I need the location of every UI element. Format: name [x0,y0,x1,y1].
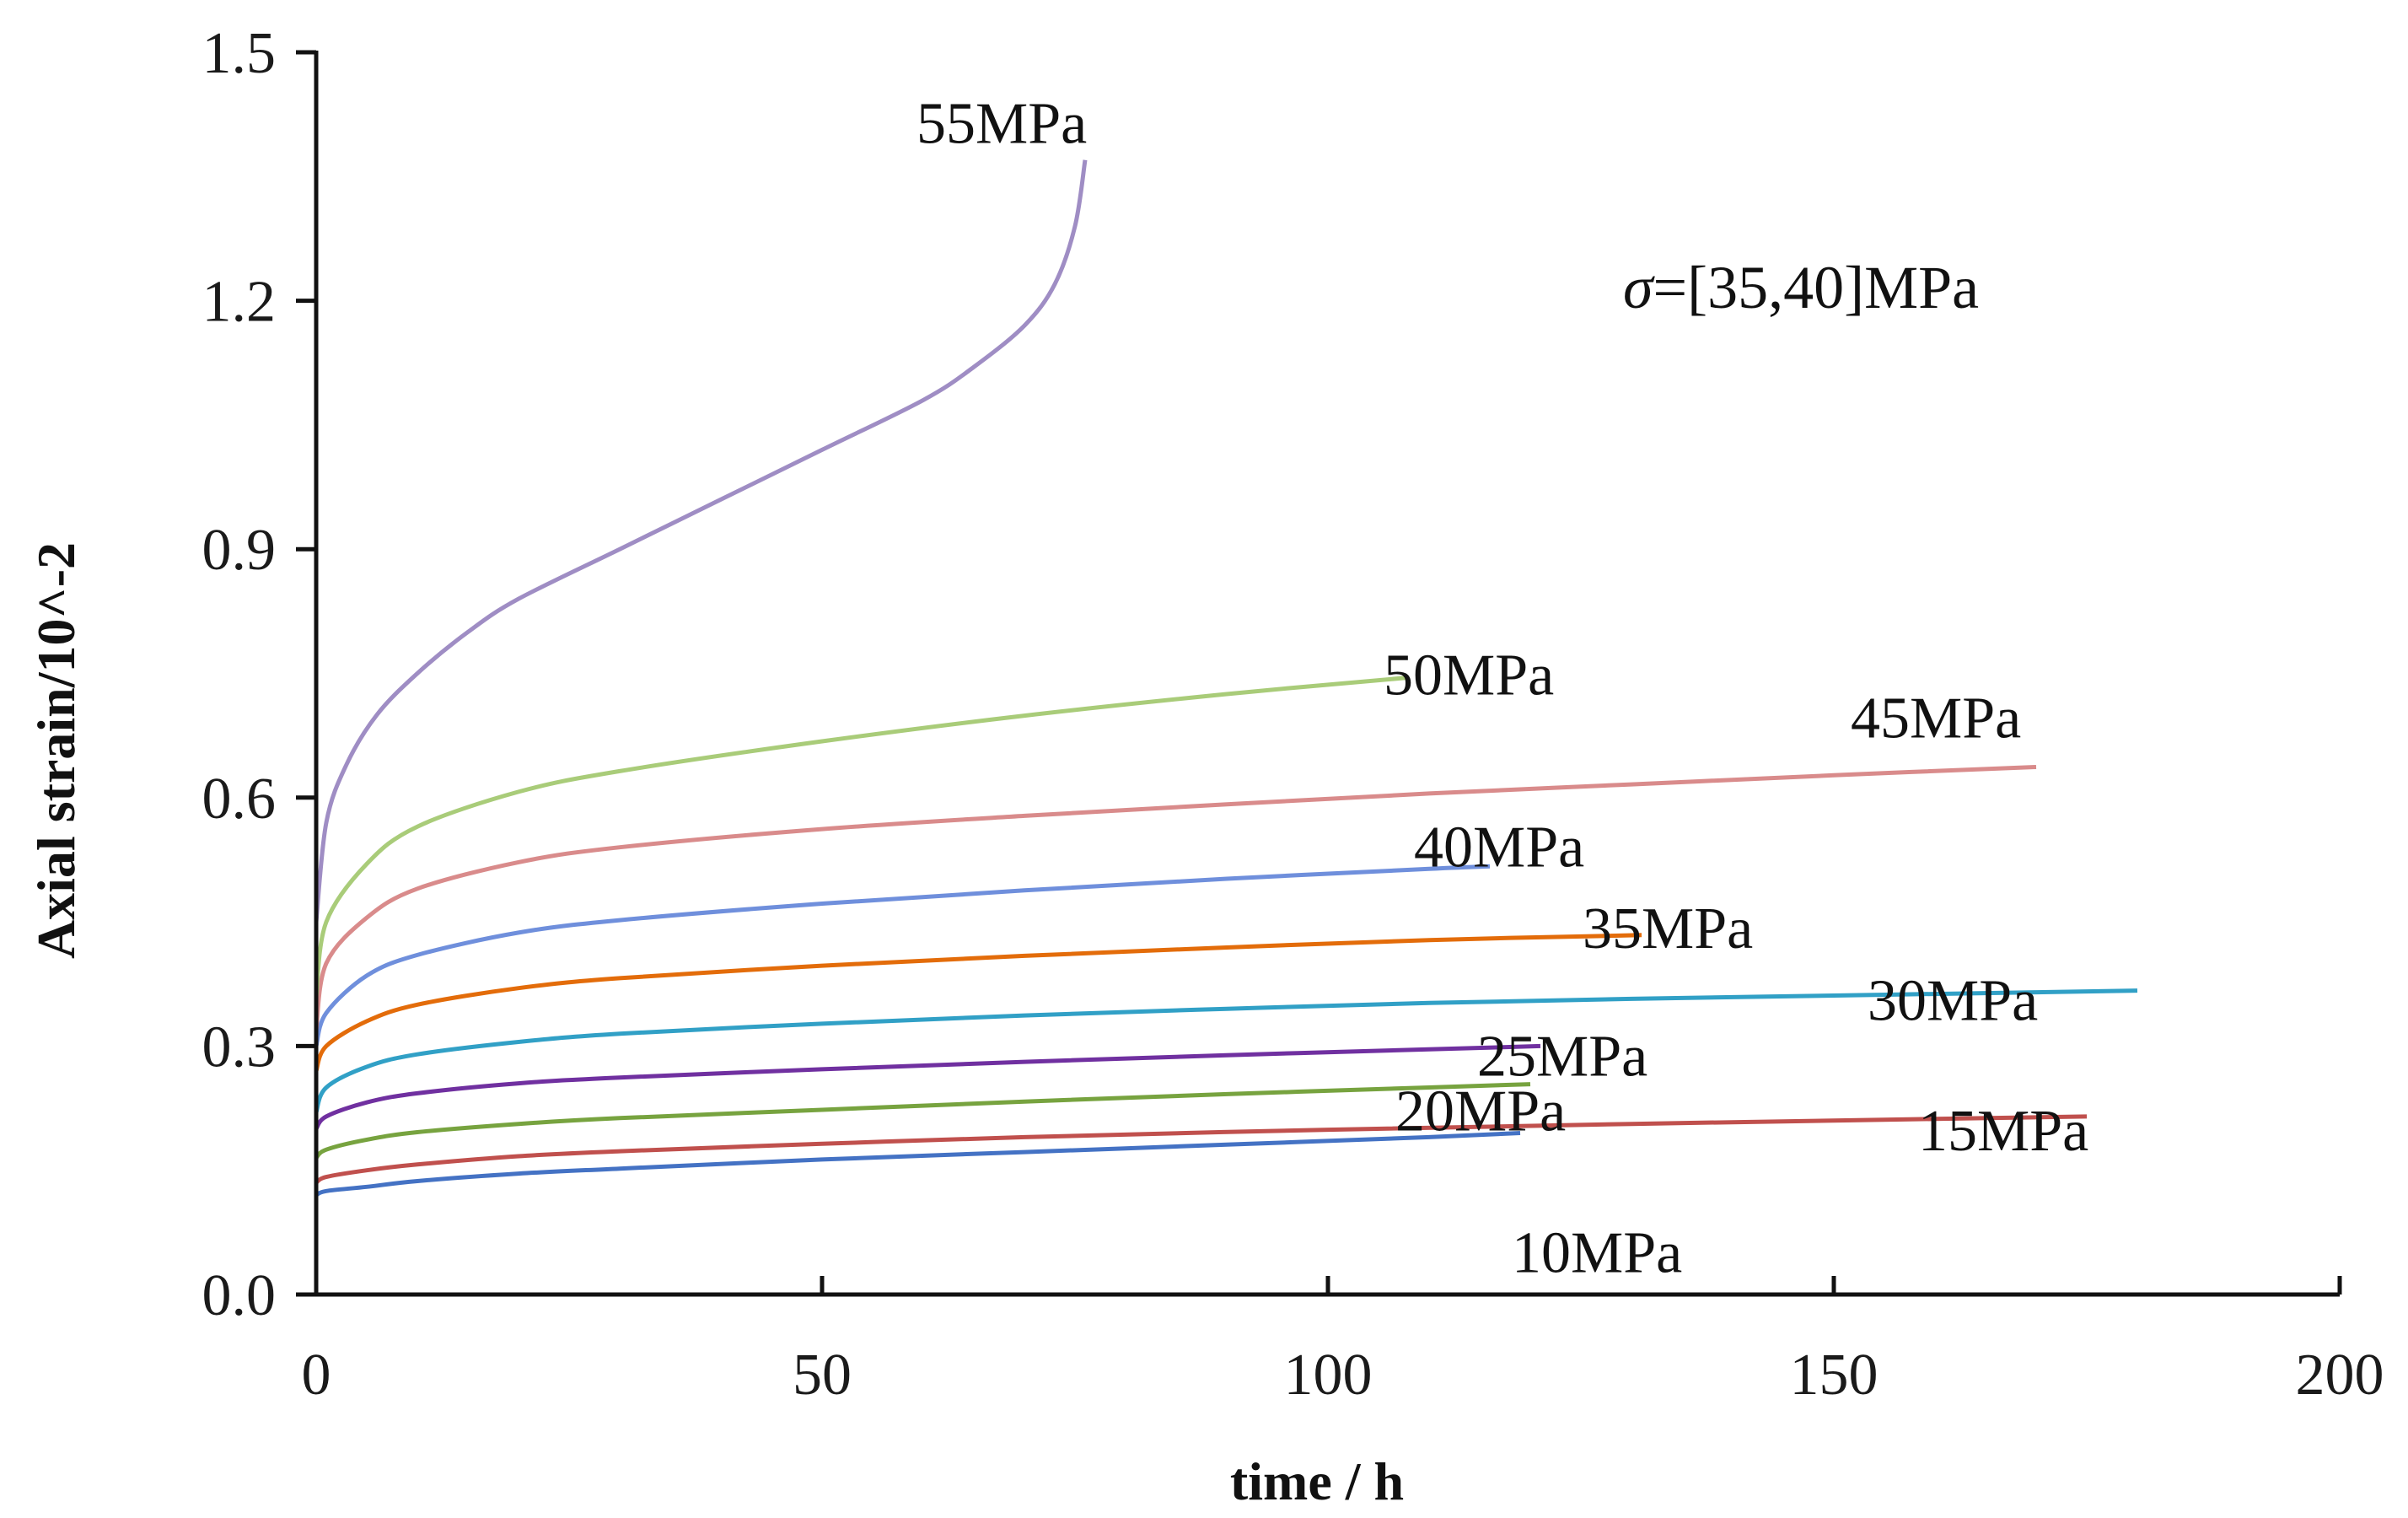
series-line-40mpa [314,864,1491,1047]
sigma-symbol: σ [1623,254,1655,321]
series-label-30mpa: 30MPa [1868,969,2038,1034]
series-label-25mpa: 25MPa [1477,1024,1647,1089]
series-label-40mpa: 40MPa [1414,815,1584,880]
y-tick-label: 1.5 [202,21,277,86]
series-line-45mpa [314,765,2037,1031]
series-label-50mpa: 50MPa [1384,643,1554,708]
series-layer [314,159,2138,1198]
series-line-35mpa [314,933,1642,1072]
series-line-15mpa [314,1114,2088,1185]
y-tick-label: 0.3 [202,1015,277,1079]
series-line-55mpa [314,159,1088,923]
series-line-30mpa [314,988,2138,1113]
axes-layer: 0.0 0.3 0.6 0.9 1.2 1.5 0 50 100 150 200 [202,21,2384,1408]
series-line-50mpa [314,675,1410,997]
stress-range-text: =[35,40]MPa [1653,254,1980,321]
stress-range-annotation: σ=[35,40]MPa [1623,254,1979,321]
series-line-20mpa [314,1082,1531,1160]
x-tick-label: 50 [793,1343,852,1408]
y-tick-label: 0.6 [202,767,277,832]
x-axis-title: time / h [1230,1451,1404,1511]
series-line-25mpa [314,1043,1541,1131]
x-tick-label: 150 [1790,1343,1879,1408]
series-label-20mpa: 20MPa [1395,1079,1566,1144]
series-line-10mpa [314,1131,1521,1198]
series-label-35mpa: 35MPa [1583,896,1753,961]
y-tick-label: 0.0 [202,1263,277,1328]
series-label-15mpa: 15MPa [1918,1099,2088,1164]
y-tick-label: 0.9 [202,518,277,583]
series-label-55mpa: 55MPa [916,92,1087,157]
series-label-10mpa: 10MPa [1512,1221,1682,1286]
x-tick-label: 0 [302,1343,331,1408]
y-axis-title: Axial strain/10^-2 [26,542,86,959]
x-tick-label: 100 [1284,1343,1373,1408]
series-label-45mpa: 45MPa [1851,686,2021,751]
y-tick-label: 1.2 [202,270,277,335]
x-tick-label: 200 [2296,1343,2384,1408]
